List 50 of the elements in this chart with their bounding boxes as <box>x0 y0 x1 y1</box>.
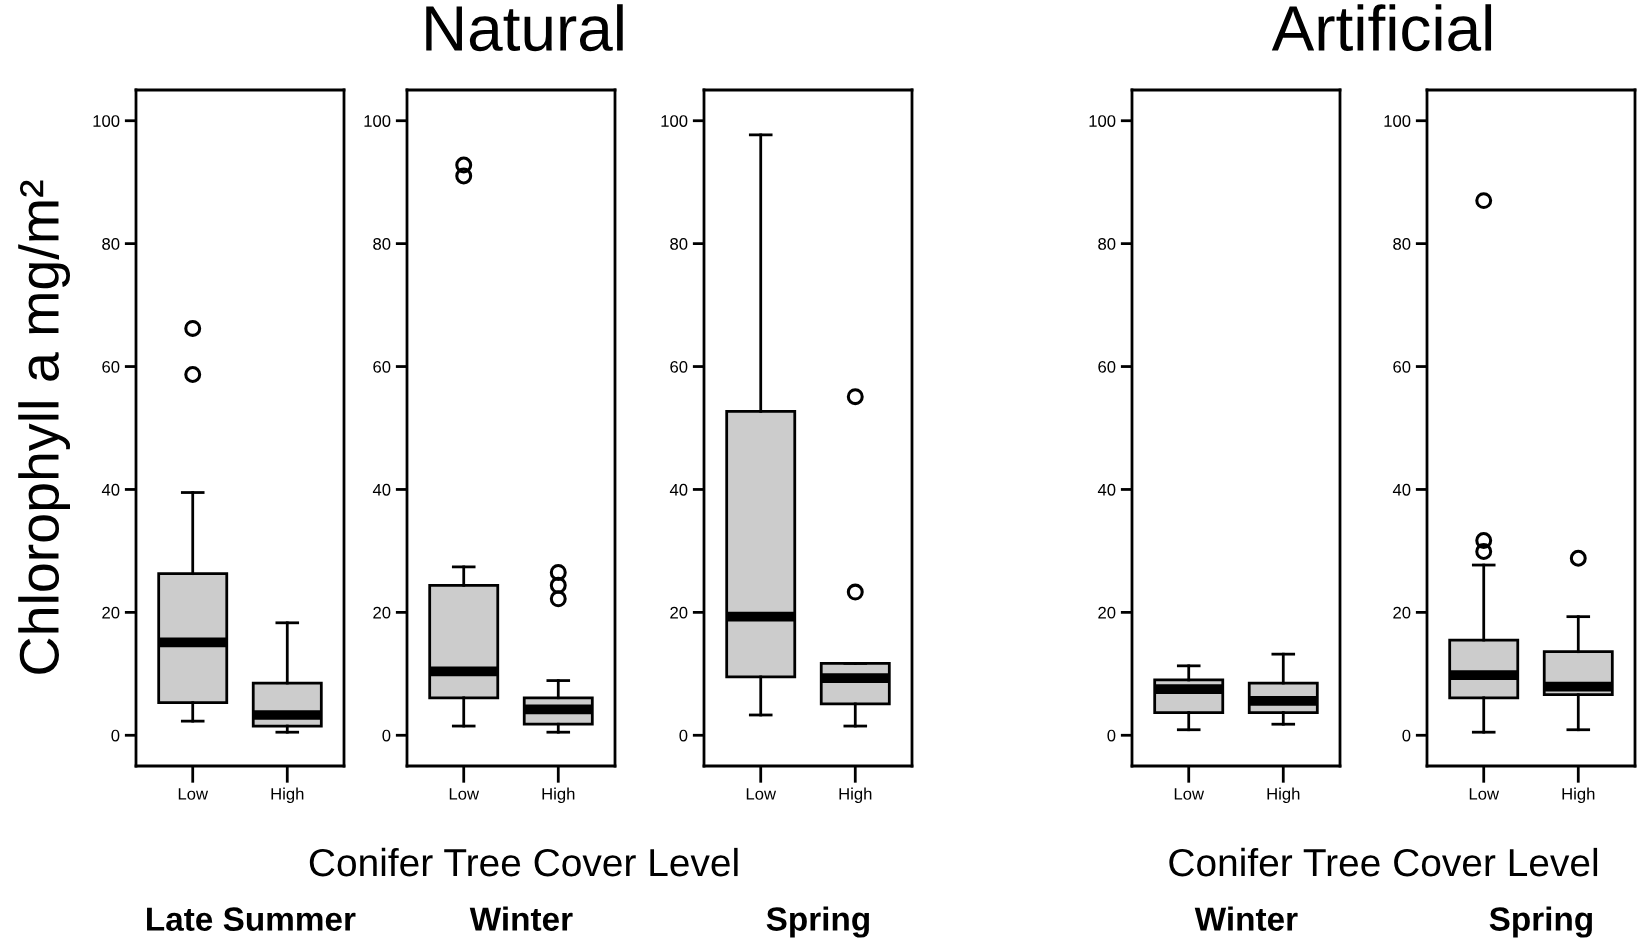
y-tick-label: 40 <box>1392 483 1411 496</box>
y-tick-label: 20 <box>373 606 391 619</box>
y-tick-label: 80 <box>373 238 391 250</box>
y-tick-label: 20 <box>670 606 688 619</box>
y-tick-label: 0 <box>111 729 120 742</box>
x-tick-label: High <box>1267 787 1300 804</box>
y-tick-label: 100 <box>93 115 120 127</box>
y-tick-label: 20 <box>1393 606 1411 619</box>
y-tick-label: 80 <box>1393 238 1411 250</box>
text: Winter <box>1194 906 1298 931</box>
x-axis-title: Conifer Tree Cover Level <box>309 847 738 877</box>
y-tick-label: 60 <box>1098 360 1116 373</box>
x-tick-label: High <box>1562 787 1595 804</box>
y-tick-label: 80 <box>102 238 120 250</box>
y-tick-label: 60 <box>373 360 391 373</box>
y-tick-label: 20 <box>102 606 120 619</box>
y-tick-label: 40 <box>372 483 391 496</box>
chart-title: Artificial <box>1271 4 1492 52</box>
text: Late Summer <box>147 907 356 931</box>
x-tick-label: High <box>839 787 872 804</box>
y-tick-label: 80 <box>1098 238 1116 250</box>
x-tick-label: High <box>542 787 575 804</box>
y-tick-label: 20 <box>1098 606 1116 619</box>
text: Spring <box>766 906 869 938</box>
y-tick-label: 100 <box>1089 115 1116 127</box>
y-axis-title: Chlorophyll a mg/m² <box>18 180 70 674</box>
x-tick-label: Low <box>178 788 209 800</box>
x-tick-label: Low <box>746 788 777 800</box>
y-tick-label: 80 <box>670 238 688 250</box>
y-tick-label: 40 <box>1097 483 1116 496</box>
x-tick-label: Low <box>1469 788 1500 800</box>
y-tick-label: 0 <box>1402 729 1411 742</box>
x-axis-title: Conifer Tree Cover Level <box>1169 847 1598 877</box>
y-tick-label: 100 <box>661 115 688 127</box>
y-tick-label: 40 <box>101 483 120 496</box>
x-tick-label: Low <box>1174 788 1205 800</box>
y-tick-label: 60 <box>1393 360 1411 373</box>
y-tick-label: 40 <box>669 483 688 496</box>
y-tick-label: 60 <box>670 360 688 373</box>
y-tick-label: 100 <box>364 115 391 127</box>
y-tick-label: 100 <box>1384 115 1411 127</box>
y-tick-label: 0 <box>679 729 688 742</box>
y-tick-label: 0 <box>1107 729 1116 742</box>
text: Winter <box>469 906 573 931</box>
x-tick-label: Low <box>449 788 480 800</box>
y-tick-label: 0 <box>382 729 391 742</box>
chart-title: Natural <box>426 4 623 52</box>
y-tick-label: 60 <box>102 360 120 373</box>
text: Spring <box>1489 906 1592 938</box>
x-tick-label: High <box>271 787 304 804</box>
